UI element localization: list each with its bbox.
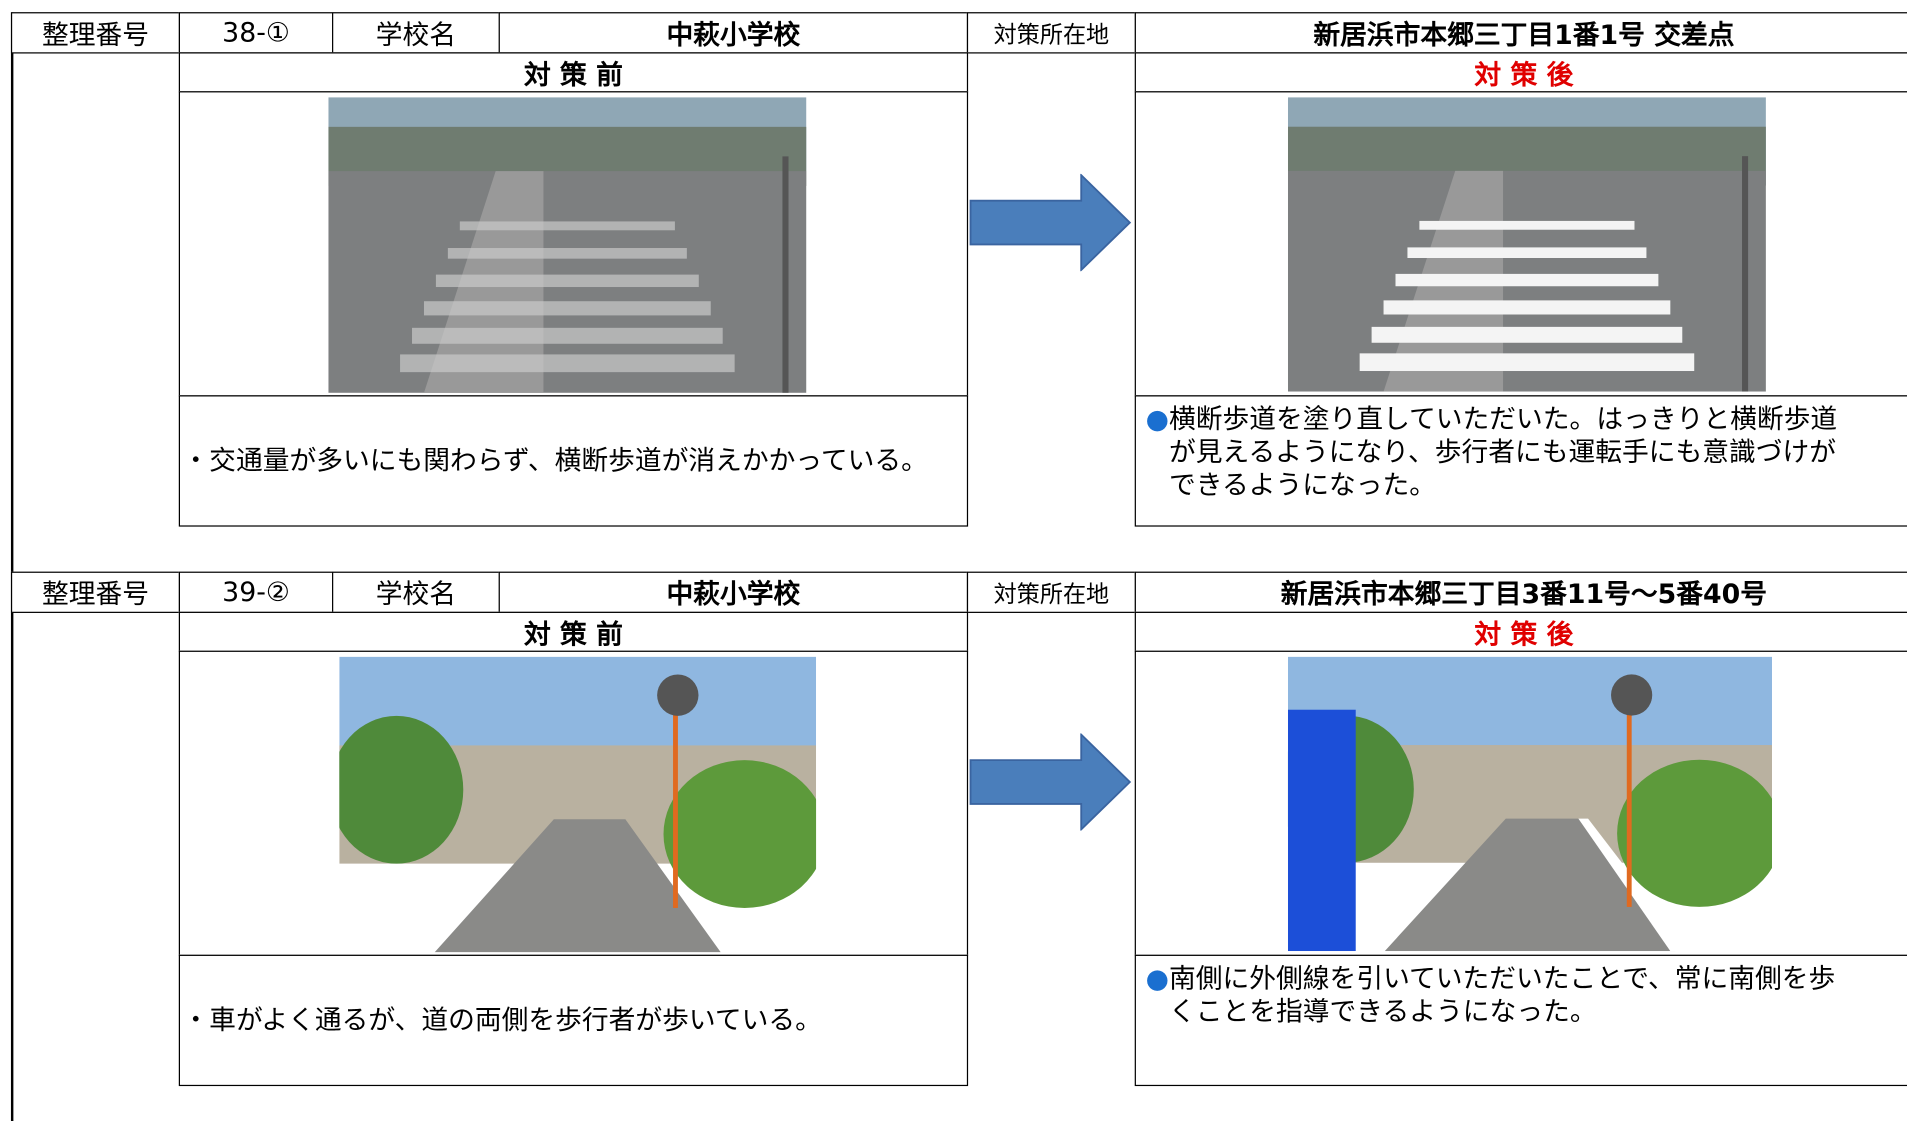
location: 新居浜市本郷三丁目3番11号～5番40号 xyxy=(1134,571,1907,613)
photo xyxy=(1287,656,1773,952)
location: 新居浜市本郷三丁目1番1号 交差点 xyxy=(1134,12,1907,54)
after-note: ● 横断歩道を塗り直していただいた。はっきりと横断歩道が見えるようになり、歩行者に… xyxy=(1134,395,1907,527)
before-label: 対 策 前 xyxy=(178,52,969,93)
after-label: 対 策 後 xyxy=(1134,52,1907,93)
location-label: 対策所在地 xyxy=(966,12,1136,54)
arrow xyxy=(969,173,1132,272)
school: 中萩小学校 xyxy=(498,12,969,54)
photo xyxy=(328,97,807,393)
number-label: 整理番号 xyxy=(10,12,180,54)
number: 38-① xyxy=(178,12,334,54)
arrow xyxy=(969,733,1132,831)
before-note: ・車がよく通るが、道の両側を歩行者が歩いている。 xyxy=(178,954,969,1087)
before-label: 対 策 前 xyxy=(178,611,969,652)
left-border xyxy=(10,12,13,1121)
before-note: ・交通量が多いにも関わらず、横断歩道が消えかかっている。 xyxy=(178,395,969,527)
after-label: 対 策 後 xyxy=(1134,611,1907,652)
bullet: ● xyxy=(1145,964,1170,995)
photo xyxy=(339,656,817,953)
number: 39-② xyxy=(178,571,334,613)
after-note: ● 南側に外側線を引いていただいたことで、常に南側を歩くことを指導できるようになっ… xyxy=(1134,954,1907,1087)
note-text: 南側に外側線を引いていただいたことで、常に南側を歩くことを指導できるようになった… xyxy=(1169,964,1836,1028)
number-label: 整理番号 xyxy=(10,571,180,613)
bullet: ● xyxy=(1145,404,1170,436)
note-text: ・交通量が多いにも関わらず、横断歩道が消えかかっている。 xyxy=(182,445,928,477)
note-text: ・車がよく通るが、道の両側を歩行者が歩いている。 xyxy=(182,1005,822,1036)
school: 中萩小学校 xyxy=(498,571,969,613)
photo xyxy=(1287,97,1766,392)
school-label: 学校名 xyxy=(332,12,500,54)
location-label: 対策所在地 xyxy=(966,571,1136,613)
school-label: 学校名 xyxy=(332,571,500,613)
note-text: 横断歩道を塗り直していただいた。はっきりと横断歩道が見えるようになり、歩行者にも… xyxy=(1169,404,1838,502)
